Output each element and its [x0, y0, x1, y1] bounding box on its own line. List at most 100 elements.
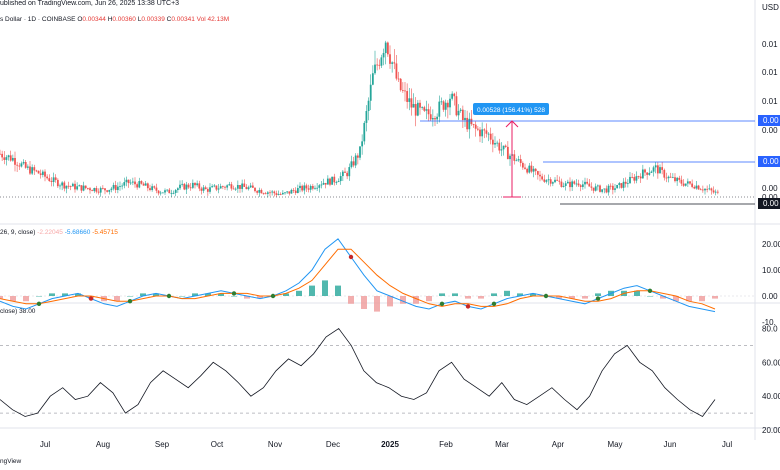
rsi-value: 38.00 — [19, 308, 36, 315]
candle-body — [363, 122, 366, 142]
time-tick: Feb — [439, 440, 453, 449]
candle-body — [479, 129, 481, 137]
candle-body — [656, 165, 659, 174]
candle-body — [494, 142, 496, 145]
price-tag-mid: 0.00 — [758, 156, 780, 167]
time-tick: Jun — [664, 440, 677, 449]
time-tick: Oct — [211, 440, 224, 449]
candle-body — [367, 100, 370, 112]
candle-body — [251, 185, 254, 188]
candle-body — [701, 189, 704, 191]
macd-cross-dot — [595, 296, 601, 301]
candle-body — [444, 102, 447, 110]
candle-body — [245, 186, 248, 190]
macd-params: 26, 9, close) — [0, 229, 36, 236]
candle-body — [558, 180, 561, 182]
candle-body — [187, 184, 190, 188]
candle-body — [674, 177, 676, 182]
candle-body — [217, 188, 220, 190]
candle-body — [607, 185, 610, 193]
candle-body — [551, 182, 554, 184]
candle-body — [440, 101, 443, 103]
candle-body — [24, 162, 27, 168]
macd-histogram-bar — [361, 296, 367, 309]
macd-histogram-bar — [517, 293, 523, 296]
candle-body — [138, 181, 141, 188]
macd-histogram-bar — [439, 293, 445, 296]
currency-label: USD — [762, 3, 779, 12]
time-axis: Jul Aug Sep Oct Nov Dec 2025 Feb Mar Apr May Jun Jul — [40, 440, 732, 449]
candle-body — [48, 178, 51, 182]
candle-body — [309, 185, 312, 190]
candle-body — [301, 185, 304, 191]
candle-body — [699, 189, 702, 191]
candle-body — [329, 178, 331, 185]
candle-body — [652, 167, 655, 172]
candle-body — [226, 185, 229, 188]
candle-body — [406, 91, 409, 102]
svg-text:0.00: 0.00 — [763, 116, 779, 125]
macd-histogram-bar — [400, 296, 406, 304]
candle-body — [119, 186, 121, 187]
candle-body — [101, 187, 104, 189]
candle-body — [209, 187, 211, 192]
macd-histogram-bar — [335, 285, 341, 296]
macd-hist-value: -2.22045 — [37, 229, 63, 236]
candle-body — [663, 169, 666, 178]
candle-body — [425, 109, 428, 111]
macd-cross-dot — [439, 301, 445, 306]
publish-info: ublished on TradingView.com, Jun 26, 202… — [0, 0, 180, 7]
candle-body — [99, 187, 102, 193]
macd-histogram-bar — [465, 296, 471, 299]
candle-body — [504, 145, 507, 147]
candle-body — [243, 183, 246, 187]
candle-body — [221, 186, 224, 188]
candle-body — [211, 186, 214, 188]
time-tick: May — [607, 440, 622, 449]
candle-body — [316, 187, 319, 189]
macd-histogram-bar — [673, 296, 679, 302]
measure-tool[interactable]: 0.00528 (156.41%) 528 — [473, 103, 549, 198]
candle-body — [485, 130, 488, 134]
macd-cross-dot — [348, 254, 354, 260]
candle-body — [616, 184, 619, 189]
candle-body — [183, 183, 186, 190]
time-tick: Apr — [552, 440, 565, 449]
candle-body — [170, 193, 173, 194]
candle-body — [539, 174, 541, 177]
price-tick: 0.00 — [762, 193, 778, 202]
macd-tick: -10. — [762, 318, 776, 327]
candle-body — [258, 189, 261, 193]
candle-body — [689, 181, 691, 184]
candle-body — [556, 179, 559, 181]
candle-body — [288, 191, 291, 194]
candle-body — [427, 109, 430, 115]
candle-body — [97, 191, 100, 193]
candle-body — [260, 189, 263, 194]
candle-body — [239, 184, 241, 189]
macd-histogram-bar — [23, 296, 29, 302]
macd-histogram-bar — [426, 296, 432, 302]
candle-body — [691, 183, 694, 187]
candle-body — [614, 188, 616, 190]
candle-body — [618, 183, 621, 185]
candle-body — [56, 179, 59, 187]
candle-body — [256, 191, 259, 193]
macd-histogram-bar — [712, 296, 718, 299]
macd-cross-dot — [270, 293, 276, 299]
candle-body — [59, 185, 61, 187]
candle-body — [564, 183, 567, 186]
candle-body — [157, 190, 160, 194]
time-tick: Sep — [155, 440, 170, 449]
candle-body — [264, 193, 267, 195]
candle-body — [84, 185, 87, 189]
macd-histogram-bar — [0, 296, 3, 299]
candle-body — [44, 171, 46, 177]
macd-histogram-bar — [374, 296, 380, 312]
candle-body — [241, 183, 244, 189]
candle-body — [678, 177, 681, 180]
candle-body — [457, 110, 460, 116]
price-axis: 0.010.010.010.000.000.00 — [762, 40, 778, 202]
candle-body — [318, 185, 321, 188]
